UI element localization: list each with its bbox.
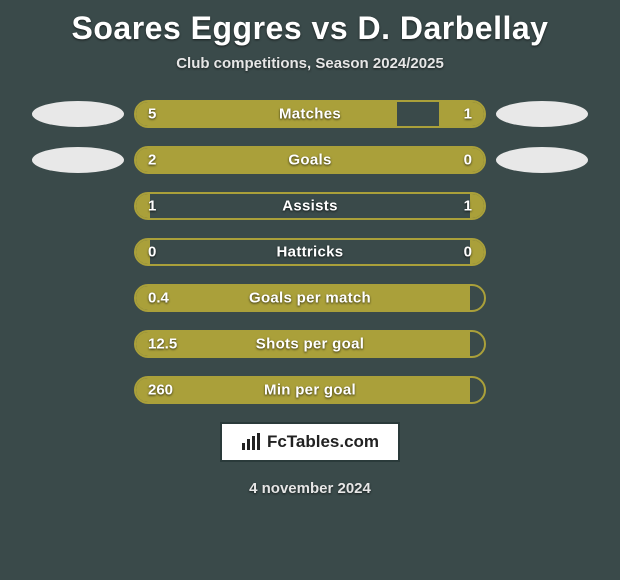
left-badge-slot [32, 101, 124, 127]
stat-row: 2 0 Goals [0, 146, 620, 174]
stat-bar: 1 1 Assists [134, 192, 486, 220]
stat-label: Min per goal [264, 382, 356, 399]
bar-fill-right [439, 102, 484, 126]
stat-bar: 12.5 Shots per goal [134, 330, 486, 358]
stat-value-right: 0 [464, 244, 472, 261]
left-badge-slot [32, 147, 124, 173]
stat-bar: 0 0 Hattricks [134, 238, 486, 266]
stat-bar: 260 Min per goal [134, 376, 486, 404]
stat-label: Assists [282, 198, 337, 215]
page-title: Soares Eggres vs D. Darbellay [0, 0, 620, 47]
stat-row: 0.4 Goals per match [0, 284, 620, 312]
team-badge-right [496, 147, 588, 173]
stat-value-left: 0 [148, 244, 156, 261]
stats-container: 5 1 Matches 2 0 Goals 1 1 Assists 0 0 Hattricks 0.4 G… [0, 100, 620, 404]
date-text: 4 november 2024 [0, 480, 620, 497]
stat-value-right: 1 [464, 198, 472, 215]
subtitle: Club competitions, Season 2024/2025 [0, 55, 620, 72]
team-badge-left [32, 101, 124, 127]
stat-row: 12.5 Shots per goal [0, 330, 620, 358]
chart-icon [241, 433, 261, 451]
stat-label: Matches [279, 106, 341, 123]
right-badge-slot [496, 101, 588, 127]
stat-value-left: 2 [148, 152, 156, 169]
stat-value-left: 5 [148, 106, 156, 123]
stat-bar: 0.4 Goals per match [134, 284, 486, 312]
stat-value-left: 260 [148, 382, 173, 399]
stat-value-left: 12.5 [148, 336, 177, 353]
stat-value-left: 0.4 [148, 290, 169, 307]
stat-value-left: 1 [148, 198, 156, 215]
stat-label: Goals [288, 152, 331, 169]
watermark-badge: FcTables.com [220, 422, 400, 462]
stat-row: 0 0 Hattricks [0, 238, 620, 266]
team-badge-left [32, 147, 124, 173]
stat-value-right: 0 [464, 152, 472, 169]
stat-value-right: 1 [464, 106, 472, 123]
team-badge-right [496, 101, 588, 127]
stat-bar: 5 1 Matches [134, 100, 486, 128]
bar-fill-right [470, 240, 484, 264]
stat-label: Goals per match [249, 290, 371, 307]
watermark-text: FcTables.com [267, 432, 379, 452]
stat-row: 1 1 Assists [0, 192, 620, 220]
stat-row: 260 Min per goal [0, 376, 620, 404]
stat-label: Shots per goal [256, 336, 364, 353]
stat-row: 5 1 Matches [0, 100, 620, 128]
bar-fill-right [470, 194, 484, 218]
stat-label: Hattricks [277, 244, 344, 261]
bar-fill-left [136, 102, 397, 126]
stat-bar: 2 0 Goals [134, 146, 486, 174]
right-badge-slot [496, 147, 588, 173]
